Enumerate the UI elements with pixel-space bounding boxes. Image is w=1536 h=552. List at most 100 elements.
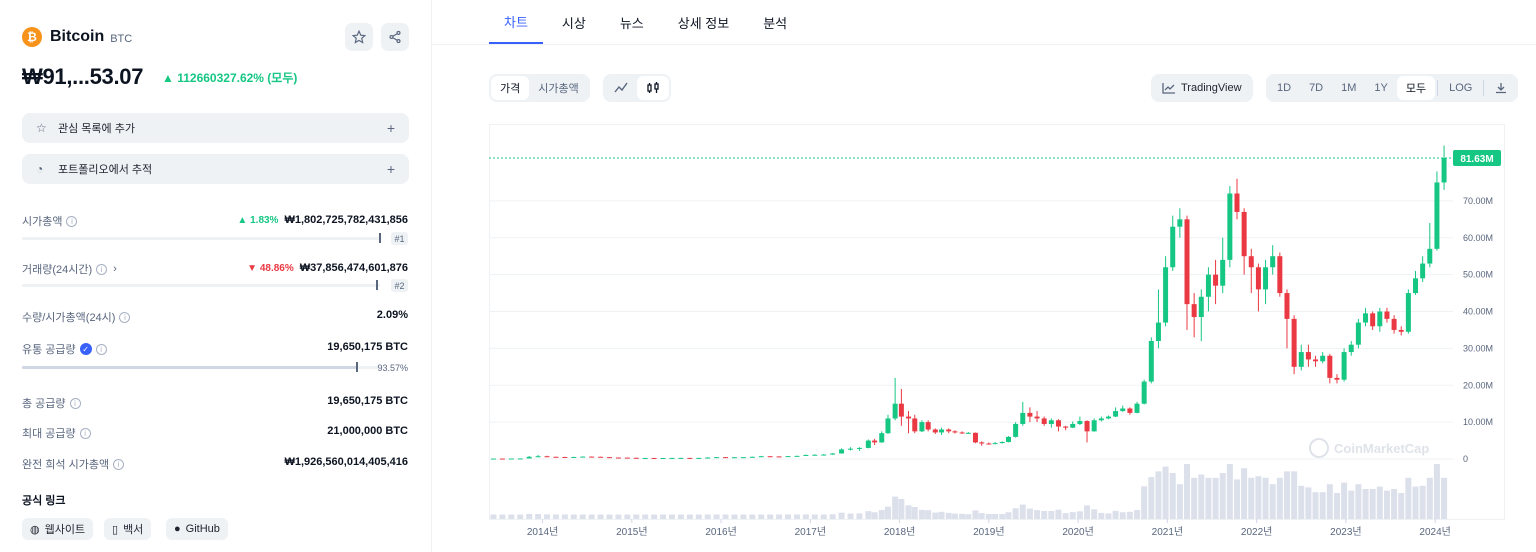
info-icon[interactable]: i <box>69 397 81 409</box>
volume-bar <box>785 514 792 519</box>
fdv-label-text: 완전 희석 시가총액 <box>22 459 110 471</box>
candle-up <box>1270 256 1276 268</box>
website-link[interactable]: ◍ 웹사이트 <box>22 518 94 540</box>
info-icon[interactable]: i <box>79 427 91 439</box>
tab-analysis[interactable]: 분석 <box>763 15 788 31</box>
volume-bar <box>1119 512 1126 519</box>
candle-down <box>1234 193 1240 212</box>
market-cap-value: ₩1,802,725,782,431,856 <box>284 214 408 226</box>
vol-mcap-label-text: 수량/시가총액(24시) <box>22 312 116 324</box>
y-tick-label: 60.00M <box>1463 233 1493 243</box>
tab-news[interactable]: 뉴스 <box>619 15 644 31</box>
tradingview-button[interactable]: TradingView <box>1153 76 1251 100</box>
tradingview-label: TradingView <box>1181 82 1242 94</box>
volume-bar <box>865 511 872 519</box>
candle-chart-button[interactable] <box>637 76 669 100</box>
volume-bar <box>704 514 711 519</box>
candle-up <box>508 458 514 460</box>
x-tick-label: 2024년 <box>1419 526 1450 538</box>
info-icon[interactable]: i <box>119 311 131 323</box>
tab-markets[interactable]: 시상 <box>561 15 586 31</box>
x-tick-label: 2014년 <box>527 526 558 538</box>
candle-down <box>979 442 985 444</box>
tab-chart[interactable]: 차트 <box>489 0 543 44</box>
star-button[interactable] <box>345 23 373 51</box>
volume-bar <box>722 514 729 519</box>
volume-bar <box>1276 477 1283 519</box>
range-1m[interactable]: 1M <box>1341 82 1357 94</box>
tab-details[interactable]: 상세 정보 <box>677 15 730 31</box>
candle-up <box>749 456 755 458</box>
candle-up <box>1441 158 1447 183</box>
market-cap-bar-marker <box>379 233 381 243</box>
share-button[interactable] <box>381 23 409 51</box>
volume-bar <box>1098 512 1105 519</box>
volume-label: 거래량(24시간) i › <box>22 261 117 277</box>
volume-bar <box>1219 473 1226 519</box>
volume-bar <box>22 280 380 290</box>
candle-up <box>1113 411 1119 417</box>
range-all[interactable]: 모두 <box>1396 76 1436 100</box>
market-cap-toggle[interactable]: 시가총액 <box>538 83 579 95</box>
price-chart[interactable]: 0 10.00M 20.00M 30.00M 40.00M 50.00M 60.00M 70.… <box>489 124 1505 544</box>
range-7d[interactable]: 7D <box>1309 82 1324 94</box>
volume-bar <box>1362 489 1369 519</box>
info-icon[interactable]: i <box>113 458 125 470</box>
candle-down <box>607 457 612 459</box>
candle-down <box>1027 412 1033 417</box>
candle-down <box>1391 318 1397 330</box>
add-watchlist-button[interactable]: ☆ 관심 목록에 추가 + <box>22 113 409 143</box>
volume-bar <box>1034 510 1041 519</box>
candle-up <box>1134 403 1140 413</box>
github-link[interactable]: ● GitHub <box>166 518 228 540</box>
volume-bar <box>561 514 568 519</box>
candle-down <box>624 457 630 459</box>
candle-up <box>885 418 891 434</box>
candle-down <box>1370 313 1376 327</box>
coin-name: Bitcoin <box>50 28 105 45</box>
volume-bar <box>535 514 542 519</box>
candle-up <box>1005 436 1011 443</box>
market-cap-rank: #1 <box>391 232 408 245</box>
info-icon[interactable]: i <box>66 215 78 227</box>
volume-bar <box>633 514 640 519</box>
candle-up <box>705 457 711 459</box>
candle-up <box>892 403 898 419</box>
line-chart-button[interactable] <box>605 76 637 100</box>
x-tick-label: 2017년 <box>795 526 826 538</box>
volume-bar <box>1055 509 1062 519</box>
volume-bar <box>1191 477 1198 519</box>
vol-mcap-value: 2.09% <box>376 309 408 321</box>
volume-bar <box>1041 511 1048 519</box>
download-button[interactable] <box>1486 76 1516 100</box>
range-divider <box>1483 80 1485 96</box>
chevron-right-icon[interactable]: › <box>113 263 117 275</box>
range-1d[interactable]: 1D <box>1277 82 1292 94</box>
coin-info-panel: ₿ Bitcoin BTC ₩91,...53.07 ▲ 112660327.6… <box>0 0 432 552</box>
range-1y[interactable]: 1Y <box>1374 82 1388 94</box>
plus-icon: + <box>386 161 395 177</box>
candle-up <box>1363 313 1369 323</box>
volume-change: ▼ 48.86% <box>247 263 294 274</box>
coin-price: ₩91,...53.07 <box>22 64 144 89</box>
info-icon[interactable]: i <box>96 263 108 275</box>
candle-up <box>794 455 800 457</box>
max-supply-label: 최대 공급량 i <box>22 425 91 441</box>
candle-down <box>1248 256 1254 268</box>
volume-bar <box>1398 493 1405 519</box>
volume-bar <box>911 507 918 519</box>
total-supply-label: 총 공급량 i <box>22 395 81 411</box>
info-icon[interactable]: i <box>95 343 107 355</box>
price-toggle[interactable]: 가격 <box>491 76 530 100</box>
candle-down <box>776 456 782 458</box>
volume-bar <box>985 514 992 519</box>
candle-down <box>1213 274 1219 286</box>
x-tick-label: 2023년 <box>1330 526 1361 538</box>
candle-up <box>1413 278 1419 294</box>
log-toggle[interactable]: LOG <box>1449 82 1473 94</box>
current-price-badge <box>1453 150 1501 166</box>
track-portfolio-button[interactable]: ◔ 포트폴리오에서 추적 + <box>22 154 409 184</box>
candle-down <box>589 456 595 458</box>
whitepaper-link[interactable]: ▯ 백서 <box>104 518 152 540</box>
candle-down <box>598 456 604 458</box>
